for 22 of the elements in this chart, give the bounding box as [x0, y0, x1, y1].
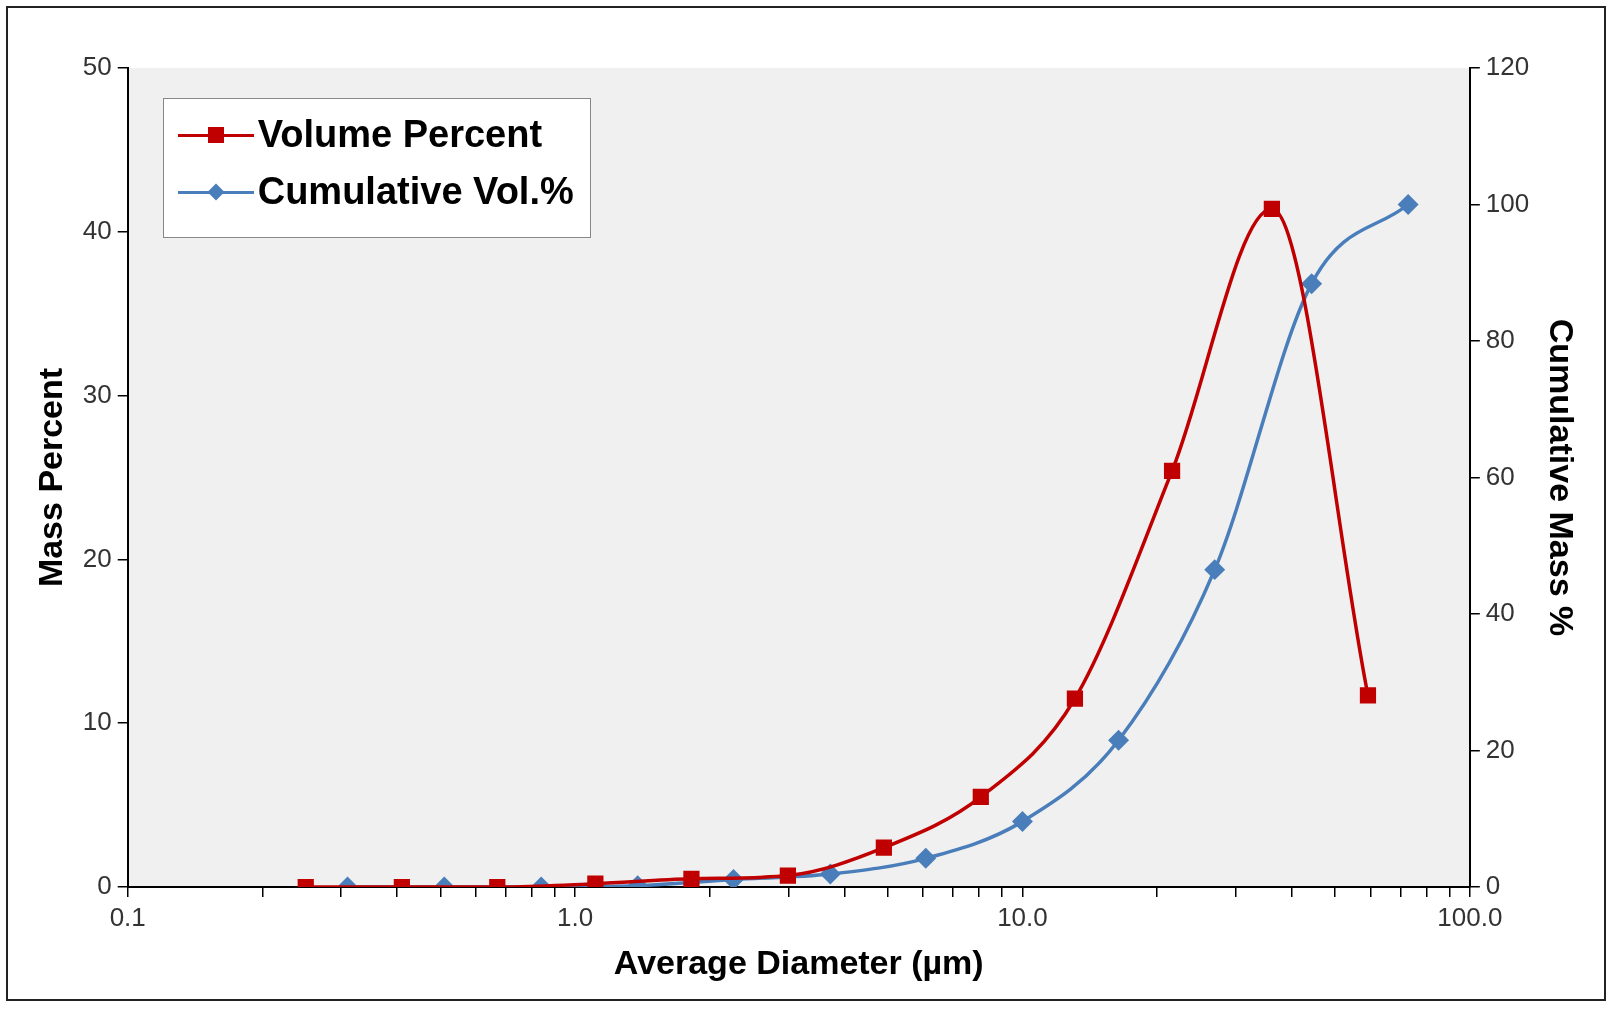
x-tick-label: 1.0: [557, 901, 594, 932]
legend-label: Volume Percent: [257, 113, 543, 156]
x-tick-label: 0.1: [109, 901, 146, 932]
x-axis-title: Average Diameter (µm): [613, 942, 984, 981]
y-tick-label: 10: [82, 706, 112, 737]
y-tick-label: 0: [97, 870, 112, 901]
y2-tick-label: 20: [1485, 733, 1515, 764]
y-tick-label: 20: [82, 542, 112, 573]
y2-tick-label: 0: [1485, 870, 1501, 901]
x-tick-label: 100.0: [1437, 901, 1503, 932]
y-tick-label: 40: [82, 214, 112, 245]
legend-label: Cumulative Vol.%: [257, 170, 574, 213]
y2-axis-title: Cumulative Mass %: [1543, 318, 1582, 637]
y2-tick-label: 100: [1485, 187, 1530, 218]
y2-tick-label: 80: [1485, 324, 1515, 355]
x-tick-label: 10.0: [997, 901, 1048, 932]
y-tick-label: 30: [82, 378, 112, 409]
y2-tick-label: 40: [1485, 597, 1515, 628]
y-axis-title: Mass Percent: [30, 367, 69, 588]
y2-tick-label: 60: [1485, 460, 1515, 491]
y-tick-label: 50: [82, 51, 112, 82]
y2-tick-label: 120: [1485, 51, 1530, 82]
